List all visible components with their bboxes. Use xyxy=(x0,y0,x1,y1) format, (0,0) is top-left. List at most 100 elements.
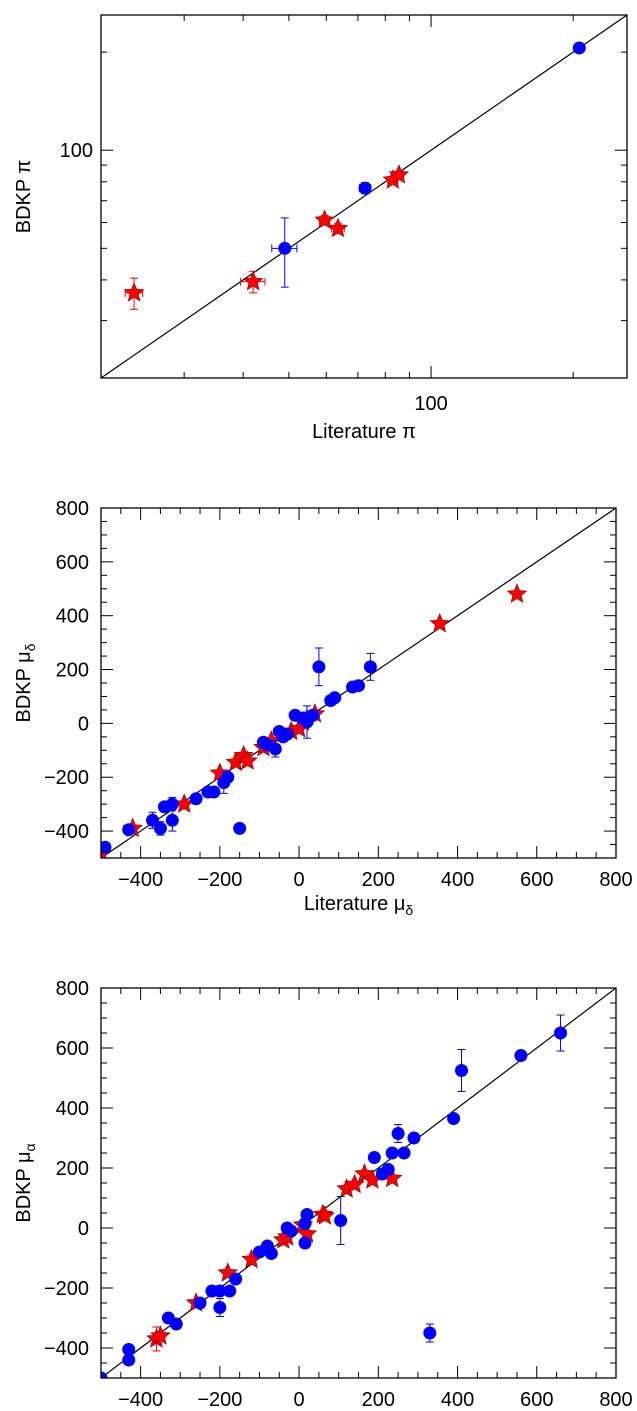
circle-marker xyxy=(101,1371,108,1378)
plot-panel-3: −400 −200 0 200 400 600 800 −400 −200 0 200 400 600 8… xyxy=(13,978,633,1411)
y-tick-label: 600 xyxy=(56,1038,89,1060)
circle-marker xyxy=(358,181,372,195)
circle-marker xyxy=(233,821,247,835)
plot-panel-1: 100 100 Literature π BDKP π xyxy=(13,14,628,443)
axis-ticks: −400 −200 0 200 400 600 800 −400 −200 0 200 400 600 8… xyxy=(44,978,633,1411)
circle-marker xyxy=(223,1284,237,1298)
circle-marker xyxy=(229,1272,243,1286)
y-tick-label: 200 xyxy=(56,1158,89,1180)
star-marker xyxy=(237,750,258,770)
x-tick-label: 800 xyxy=(599,1389,632,1411)
circle-marker xyxy=(264,1247,278,1260)
star-marker xyxy=(344,1173,365,1194)
circle-marker xyxy=(278,241,292,255)
circle-marker xyxy=(122,823,136,837)
circle-marker xyxy=(122,1343,136,1356)
x-tick-label: 400 xyxy=(441,1389,474,1411)
star-marker xyxy=(123,282,145,302)
circle-marker xyxy=(306,708,320,722)
y-tick-label: 100 xyxy=(60,140,93,162)
y-tick-label: −400 xyxy=(44,1338,89,1360)
x-tick-label: −200 xyxy=(197,869,242,891)
plot-panel-2: −400 −200 0 200 400 600 800 −400 −200 0 200 400 600 8… xyxy=(13,498,633,918)
circle-marker xyxy=(367,1151,381,1164)
circle-marker xyxy=(352,679,365,693)
star-marker xyxy=(429,612,450,633)
circle-marker xyxy=(554,1026,568,1040)
star-marker xyxy=(506,583,528,603)
circle-marker xyxy=(165,797,179,811)
circle-marker xyxy=(572,41,586,55)
x-tick-label: 400 xyxy=(441,869,474,891)
circle-marker xyxy=(207,785,221,799)
circle-marker xyxy=(423,1326,437,1340)
y-tick-label: 400 xyxy=(56,1098,89,1120)
circle-marker xyxy=(268,742,282,756)
plot-frame xyxy=(100,507,617,859)
x-tick-label: −200 xyxy=(197,1389,242,1411)
circle-marker xyxy=(363,660,377,674)
y-tick-label: 600 xyxy=(56,552,89,574)
data-points xyxy=(101,1014,568,1378)
y-tick-label: 800 xyxy=(56,978,89,1000)
y-tick-label: 200 xyxy=(56,660,89,682)
y-tick-label: 0 xyxy=(78,713,89,735)
star-marker xyxy=(314,1205,336,1225)
y-tick-label: −200 xyxy=(44,767,89,789)
x-tick-label: 0 xyxy=(294,1389,305,1411)
circle-marker xyxy=(312,660,326,674)
circle-marker xyxy=(280,727,294,741)
star-marker xyxy=(150,1325,171,1345)
x-tick-label: 600 xyxy=(520,1389,553,1411)
circle-marker xyxy=(101,840,112,854)
x-axis-title: Literature π xyxy=(312,421,416,443)
circle-marker xyxy=(284,1224,298,1238)
data-points xyxy=(101,583,528,858)
circle-marker xyxy=(169,1317,183,1331)
circle-marker xyxy=(385,1146,399,1160)
x-tick-label: 100 xyxy=(414,393,447,415)
circle-marker xyxy=(189,792,203,806)
circle-marker xyxy=(334,1214,348,1227)
circle-marker xyxy=(193,1296,207,1310)
y-tick-label: −400 xyxy=(44,821,89,843)
circle-marker xyxy=(146,813,159,827)
y-tick-label: 0 xyxy=(78,1218,89,1240)
y-axis-title: BDKP μδ xyxy=(13,643,38,722)
circle-marker xyxy=(455,1064,468,1077)
circle-marker xyxy=(165,813,179,827)
circle-marker xyxy=(391,1127,405,1140)
circle-marker xyxy=(221,770,235,784)
circle-marker xyxy=(381,1163,395,1176)
x-axis-title: Literature μδ xyxy=(304,893,414,918)
plot-frame xyxy=(100,14,628,379)
x-tick-label: −400 xyxy=(118,869,163,891)
circle-marker xyxy=(153,821,167,835)
x-tick-label: 800 xyxy=(599,869,632,891)
x-tick-label: 0 xyxy=(294,869,305,891)
star-marker xyxy=(327,217,349,238)
x-tick-label: 200 xyxy=(362,869,395,891)
circle-marker xyxy=(213,1284,227,1298)
circle-marker xyxy=(298,1236,312,1250)
plot-frame xyxy=(100,987,617,1379)
circle-marker xyxy=(328,691,342,705)
axis-ticks: 100 100 xyxy=(60,15,627,415)
circle-marker xyxy=(298,1217,312,1230)
axis-ticks: −400 −200 0 200 400 600 800 −400 −200 0 200 400 600 8… xyxy=(44,498,633,891)
circle-marker xyxy=(397,1146,411,1160)
x-tick-label: −400 xyxy=(118,1389,163,1411)
data-points xyxy=(123,41,586,310)
circle-marker xyxy=(407,1131,421,1145)
star-marker xyxy=(314,209,335,229)
y-axis-title: BDKP μα xyxy=(13,1143,38,1222)
circle-marker xyxy=(514,1049,528,1062)
y-tick-label: −200 xyxy=(44,1278,89,1300)
circle-marker xyxy=(447,1112,461,1125)
circle-marker xyxy=(122,1353,136,1367)
one-to-one-line xyxy=(101,15,627,378)
x-tick-label: 600 xyxy=(520,869,553,891)
star-marker xyxy=(388,164,410,184)
x-tick-label: 200 xyxy=(362,1389,395,1411)
y-axis-title: BDKP π xyxy=(13,160,35,233)
